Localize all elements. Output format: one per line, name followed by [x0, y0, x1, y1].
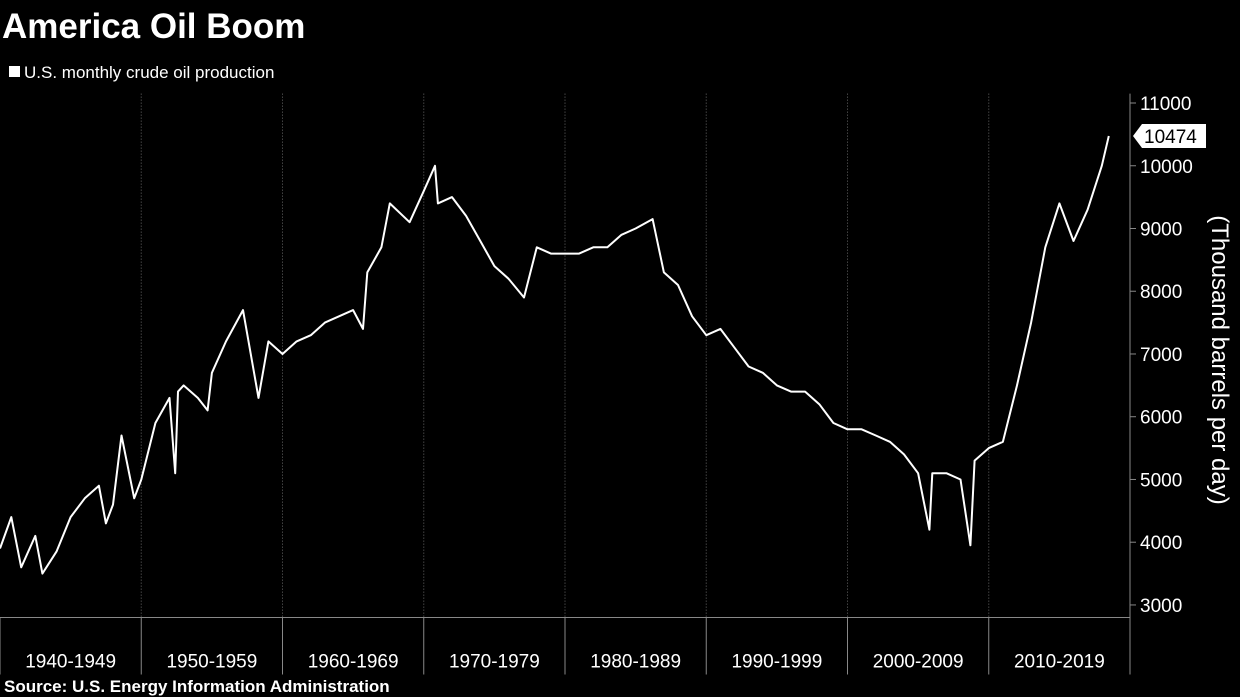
y-tick-label: 6000: [1140, 408, 1182, 429]
y-tick-label: 4000: [1140, 533, 1182, 554]
y-tick-label: 7000: [1140, 345, 1182, 366]
y-tick-label: 8000: [1140, 282, 1182, 303]
y-tick-label: 3000: [1140, 596, 1182, 617]
source: Source: U.S. Energy Information Administ…: [4, 677, 390, 696]
x-tick-label: 2010-2019: [1014, 652, 1105, 673]
y-tick-label: 11000: [1140, 94, 1191, 115]
legend-label: U.S. monthly crude oil production: [24, 63, 274, 82]
x-tick-label: 1950-1959: [166, 652, 257, 673]
last-value-label: 10474: [1144, 127, 1197, 148]
x-tick-label: 1980-1989: [590, 652, 681, 673]
line: [0, 135, 1110, 575]
y-tick-label: 10000: [1140, 157, 1193, 178]
y-tick-label: 5000: [1140, 470, 1182, 491]
y-tick-label: 9000: [1140, 219, 1182, 240]
legend-swatch: [9, 66, 20, 77]
x-tick-label: 1960-1969: [308, 652, 399, 673]
x-tick-label: 1990-1999: [731, 652, 822, 673]
y-axis-label: (Thousand barrels per day): [1206, 215, 1233, 504]
x-tick-label: 1940-1949: [25, 652, 116, 673]
x-tick-label: 2000-2009: [873, 652, 964, 673]
chart-title: America Oil Boom: [2, 7, 305, 46]
x-tick-label: 1970-1979: [449, 652, 540, 673]
last-value-tag: [1133, 124, 1206, 149]
